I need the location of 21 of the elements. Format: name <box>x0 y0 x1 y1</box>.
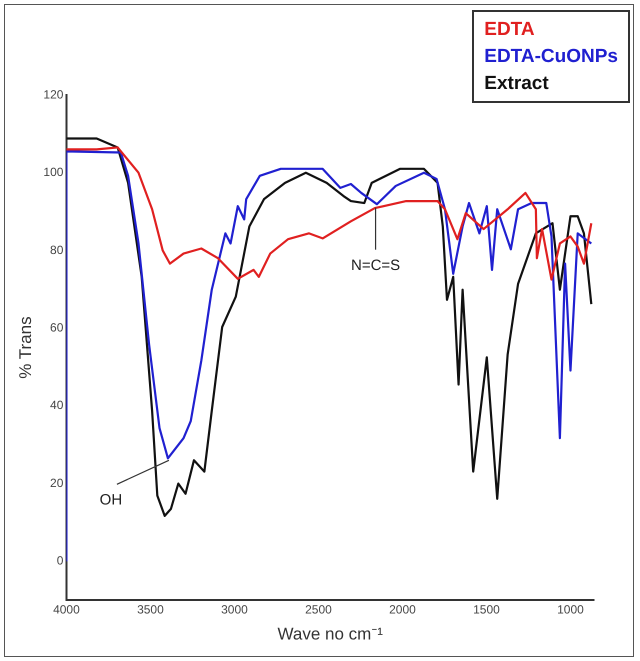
x-tick-label: 4000 <box>53 602 80 617</box>
y-axis-title: % Trans <box>16 316 35 379</box>
x-axis-title: Wave no cm⁻¹ <box>277 624 384 644</box>
text: Extract <box>484 72 550 96</box>
text: EDTA-CuONPs <box>484 45 618 69</box>
y-tick-label: 0 <box>56 554 64 568</box>
x-tick-label: 1500 <box>473 602 500 617</box>
x-tick-label: 2000 <box>389 602 416 617</box>
y-tick-label: 20 <box>50 476 64 490</box>
y-tick-label: 40 <box>50 398 64 412</box>
annotation: N=C=S <box>350 256 400 274</box>
y-tick-label: 120 <box>43 87 64 102</box>
x-tick-label: 2500 <box>305 602 332 617</box>
y-tick-label: 100 <box>43 165 64 180</box>
x-tick-label: 3000 <box>221 602 248 617</box>
y-tick-label: 80 <box>50 242 64 257</box>
x-tick-label: 3500 <box>137 602 164 617</box>
y-tick-label: 60 <box>50 320 64 334</box>
x-tick-label: 1000 <box>557 602 584 617</box>
annotation: OH <box>100 491 122 508</box>
text: EDTA <box>484 18 536 42</box>
